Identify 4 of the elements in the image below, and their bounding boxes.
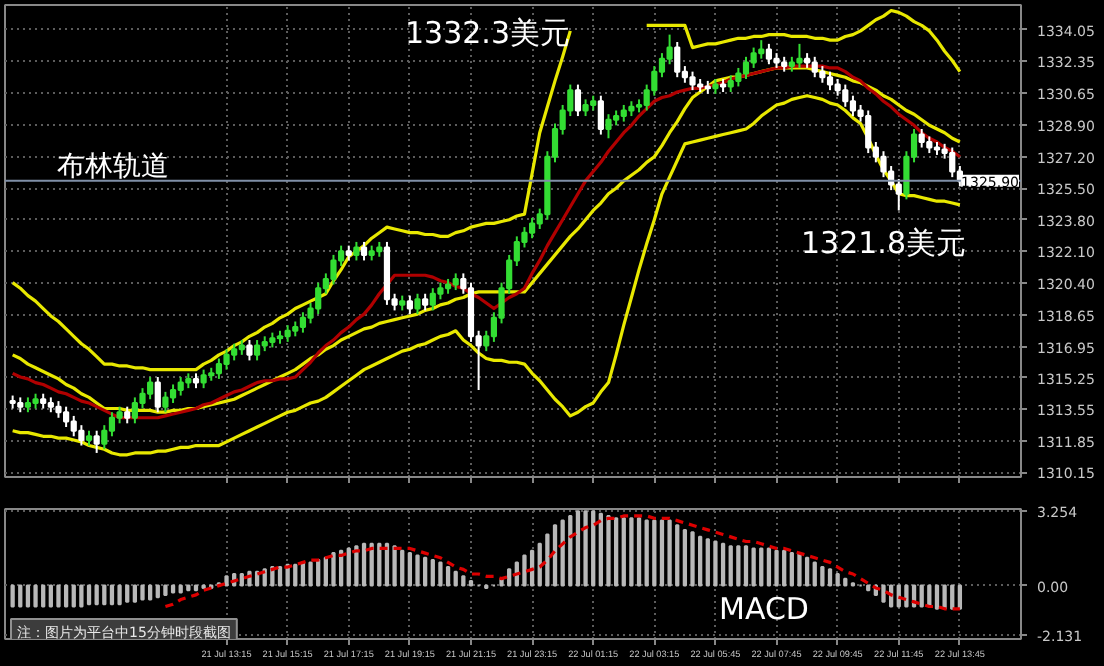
annotation: 1321.8美元	[801, 225, 966, 261]
annotation: MACD	[719, 591, 809, 627]
annotation: 1332.3美元	[405, 15, 570, 51]
annotation: 布林轨道	[57, 151, 169, 183]
